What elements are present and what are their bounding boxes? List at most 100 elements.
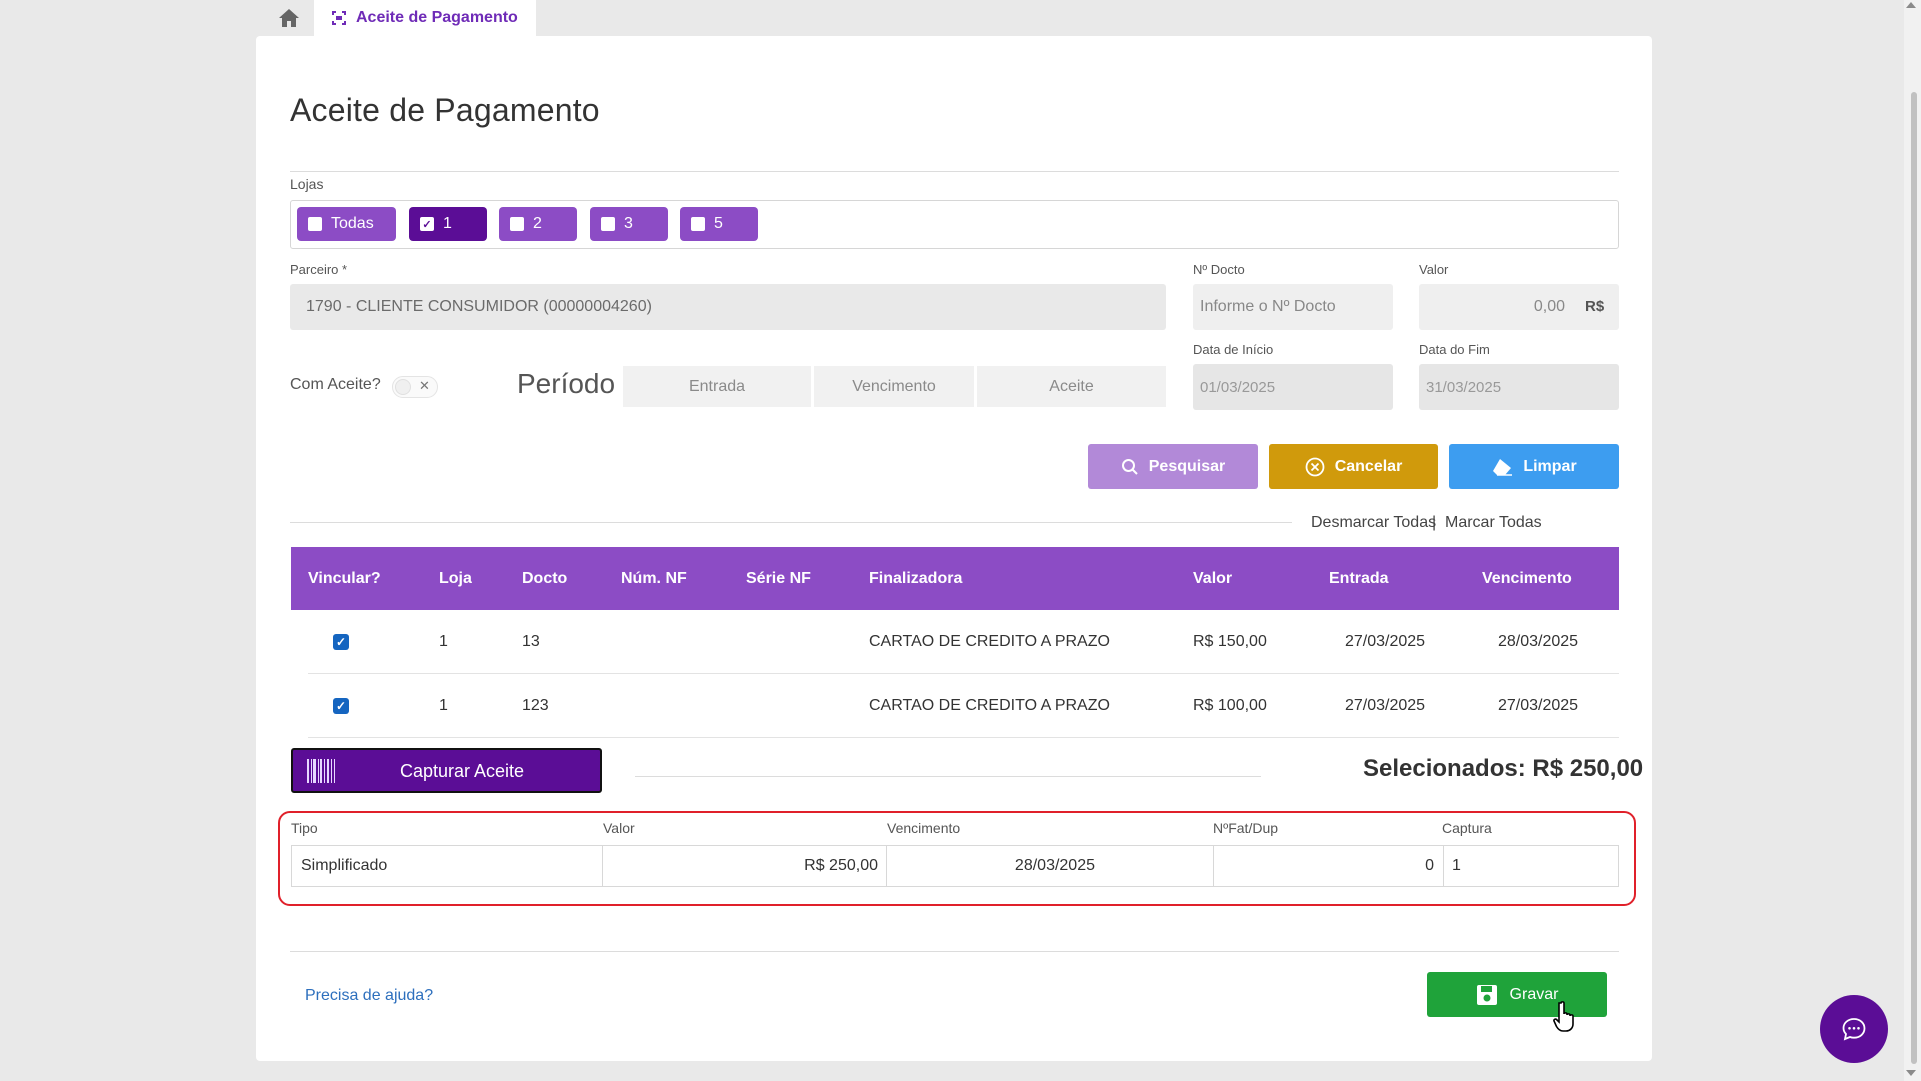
periodo-option-aceite[interactable]: Aceite	[977, 366, 1166, 407]
th-valor: Valor	[1193, 570, 1233, 587]
tab-aceite-de-pagamento[interactable]: Aceite de Pagamento	[314, 0, 536, 36]
home-icon	[279, 9, 299, 27]
checkbox-checked-icon[interactable]: ✓	[420, 217, 434, 231]
pesquisar-button[interactable]: Pesquisar	[1088, 444, 1258, 489]
scrollbar-thumb[interactable]	[1911, 92, 1917, 1064]
grid-cell-fat-dup[interactable]: 0	[1213, 845, 1444, 887]
periodo-option-vencimento[interactable]: Vencimento	[814, 366, 974, 407]
selected-total: Selecionados: R$ 250,00	[1363, 755, 1644, 782]
eraser-icon	[1493, 458, 1513, 476]
row-2-entrada: 27/03/2025	[1345, 697, 1426, 714]
parceiro-field[interactable]: 1790 - CLIENTE CONSUMIDOR (00000004260)	[290, 284, 1166, 330]
periodo-option-entrada[interactable]: Entrada	[623, 366, 811, 407]
grid-header-fat-dup: NºFat/Dup	[1213, 820, 1279, 836]
row-1-loja: 1	[439, 633, 448, 650]
docto-label: Nº Docto	[1193, 262, 1245, 277]
limpar-label: Limpar	[1523, 457, 1577, 475]
limpar-button[interactable]: Limpar	[1449, 444, 1619, 489]
th-entrada: Entrada	[1329, 570, 1389, 587]
loja-chip-label: 2	[533, 215, 542, 232]
data-inicio-label: Data de Início	[1193, 342, 1274, 357]
marcar-todas-link[interactable]: Marcar Todas	[1445, 514, 1542, 531]
cancelar-button[interactable]: Cancelar	[1269, 444, 1438, 489]
com-aceite-toggle[interactable]: ✕	[392, 376, 438, 398]
docto-input[interactable]: Informe o Nº Docto	[1193, 284, 1393, 330]
th-vincular: Vincular?	[308, 570, 381, 587]
selection-divider	[290, 522, 1292, 523]
checkbox-icon[interactable]	[308, 217, 322, 231]
title-divider	[290, 171, 1619, 172]
separator: |	[1432, 514, 1437, 531]
grid-header-tipo: Tipo	[291, 820, 318, 836]
row-divider	[308, 673, 1619, 674]
loja-chip-2[interactable]: 2	[499, 207, 577, 241]
row-2-vincular-checkbox[interactable]: ✓	[333, 698, 349, 714]
capturar-aceite-button[interactable]: Capturar Aceite	[291, 748, 602, 793]
loja-chip-label: Todas	[331, 215, 374, 232]
row-2-valor: R$ 100,00	[1193, 697, 1267, 714]
row-divider	[308, 737, 1619, 738]
gravar-button[interactable]: Gravar	[1427, 972, 1607, 1017]
table-header	[291, 547, 1619, 610]
chat-button[interactable]	[1820, 995, 1888, 1063]
chat-icon	[1842, 1018, 1866, 1041]
loja-chip-3[interactable]: 3	[590, 207, 668, 241]
parceiro-label: Parceiro *	[290, 262, 348, 277]
scan-icon	[332, 11, 346, 25]
pesquisar-label: Pesquisar	[1148, 457, 1226, 475]
help-link[interactable]: Precisa de ajuda?	[305, 987, 434, 1004]
grid-header-vencimento: Vencimento	[887, 820, 961, 836]
lojas-selector	[290, 200, 1619, 249]
row-1-valor: R$ 150,00	[1193, 633, 1267, 650]
periodo-label: Período	[517, 368, 616, 399]
loja-chip-5[interactable]: 5	[680, 207, 758, 241]
checkbox-icon[interactable]	[691, 217, 705, 231]
loja-chip-todas[interactable]: Todas	[297, 207, 396, 241]
scroll-up-arrow-icon[interactable]	[1906, 2, 1916, 8]
checkbox-icon[interactable]	[510, 217, 524, 231]
row-1-vencimento: 28/03/2025	[1498, 633, 1579, 650]
loja-chip-1[interactable]: ✓ 1	[409, 207, 487, 241]
th-finalizadora: Finalizadora	[869, 570, 963, 587]
desmarcar-todas-link[interactable]: Desmarcar Todas	[1311, 514, 1437, 531]
currency-label: R$	[1585, 298, 1605, 315]
data-inicio-input[interactable]: 01/03/2025	[1193, 364, 1393, 410]
valor-input[interactable]: 0,00	[1419, 284, 1619, 330]
scroll-down-arrow-icon[interactable]	[1906, 1070, 1916, 1076]
gravar-label: Gravar	[1509, 985, 1559, 1003]
row-1-vincular-checkbox[interactable]: ✓	[333, 634, 349, 650]
loja-chip-label: 1	[443, 215, 452, 232]
th-num-nf: Núm. NF	[621, 570, 687, 587]
loja-chip-label: 5	[714, 215, 723, 232]
cancel-circle-icon	[1305, 457, 1325, 476]
th-docto: Docto	[522, 570, 568, 587]
grid-header-valor: Valor	[603, 820, 635, 836]
grid-header-captura: Captura	[1442, 820, 1492, 836]
th-loja: Loja	[439, 570, 472, 587]
grid-cell-vencimento[interactable]: 28/03/2025	[886, 845, 1214, 887]
save-icon	[1476, 984, 1497, 1005]
barcode-icon	[307, 759, 335, 783]
valor-label: Valor	[1419, 262, 1449, 277]
row-1-finalizadora: CARTAO DE CREDITO A PRAZO	[869, 633, 1110, 650]
search-icon	[1121, 458, 1138, 475]
row-2-loja: 1	[439, 697, 448, 714]
grid-cell-tipo[interactable]: Simplificado	[291, 845, 603, 887]
grid-cell-captura[interactable]: 1	[1443, 845, 1619, 887]
th-vencimento: Vencimento	[1482, 570, 1572, 587]
tab-label: Aceite de Pagamento	[356, 9, 518, 26]
com-aceite-label: Com Aceite?	[290, 376, 381, 393]
checkbox-icon[interactable]	[601, 217, 615, 231]
lojas-label: Lojas	[290, 176, 324, 192]
row-1-entrada: 27/03/2025	[1345, 633, 1426, 650]
capture-divider	[635, 776, 1261, 777]
grid-cell-valor[interactable]: R$ 250,00	[602, 845, 887, 887]
row-1-docto: 13	[522, 633, 540, 650]
data-fim-input[interactable]: 31/03/2025	[1419, 364, 1619, 410]
loja-chip-label: 3	[624, 215, 633, 232]
page-title: Aceite de Pagamento	[290, 92, 600, 128]
toggle-knob	[395, 379, 411, 395]
row-2-docto: 123	[522, 697, 549, 714]
tab-home[interactable]	[264, 0, 314, 36]
hand-pointer-cursor-icon	[1553, 1001, 1574, 1032]
